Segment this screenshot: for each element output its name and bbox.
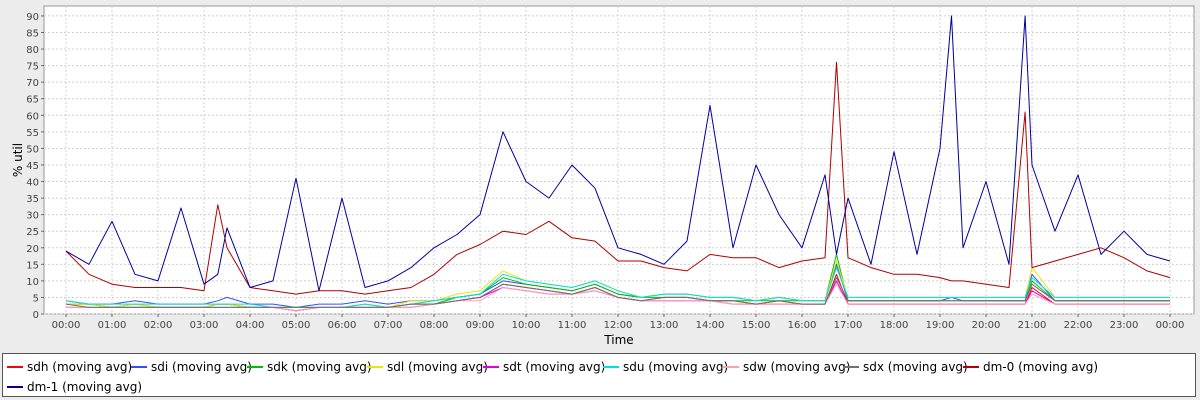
legend-label: sdx (moving avg) bbox=[863, 360, 968, 374]
y-tick-label: 0 bbox=[33, 310, 39, 321]
x-axis-label: Time bbox=[603, 333, 633, 347]
legend-item-dm-0: dm-0 (moving avg) bbox=[963, 359, 1098, 375]
x-tick-label: 00:00 bbox=[1156, 320, 1185, 331]
x-tick-label: 00:00 bbox=[52, 320, 81, 331]
y-tick-label: 15 bbox=[26, 260, 39, 271]
x-tick-label: 09:00 bbox=[466, 320, 495, 331]
x-tick-label: 16:00 bbox=[788, 320, 817, 331]
y-tick-label: 70 bbox=[26, 78, 39, 89]
series-layer bbox=[65, 15, 1171, 312]
legend-label: sdi (moving avg) bbox=[151, 360, 252, 374]
legend-label: dm-0 (moving avg) bbox=[983, 360, 1099, 374]
x-tick-label: 13:00 bbox=[650, 320, 679, 331]
legend-item-sdt: sdt (moving avg) bbox=[483, 359, 605, 375]
legend-label: sdl (moving avg) bbox=[387, 360, 488, 374]
x-axis: 00:00 01:00 02:00 03:00 04:00 05:00 06:00 07:00… bbox=[52, 314, 1185, 331]
y-tick-label: 85 bbox=[26, 28, 39, 39]
legend-swatch bbox=[7, 365, 23, 368]
x-tick-label: 11:00 bbox=[558, 320, 587, 331]
x-tick-label: 04:00 bbox=[236, 320, 265, 331]
legend-label: sdw (moving avg) bbox=[743, 360, 851, 374]
legend-item-sdw: sdw (moving avg) bbox=[723, 359, 850, 375]
x-tick-label: 10:00 bbox=[512, 320, 541, 331]
x-tick-label: 06:00 bbox=[328, 320, 357, 331]
y-tick-label: 40 bbox=[26, 178, 39, 189]
plot-area bbox=[43, 5, 1195, 315]
x-tick-label: 08:00 bbox=[420, 320, 449, 331]
x-tick-label: 15:00 bbox=[742, 320, 771, 331]
series-line-sdx bbox=[65, 277, 1170, 308]
y-tick-label: 80 bbox=[26, 45, 39, 56]
legend-swatch bbox=[603, 365, 619, 368]
x-tick-label: 05:00 bbox=[282, 320, 311, 331]
legend-swatch bbox=[483, 365, 499, 368]
y-tick-label: 25 bbox=[26, 227, 39, 238]
series-line-dm-0 bbox=[65, 61, 1171, 295]
y-tick-label: 55 bbox=[26, 128, 39, 139]
x-tick-label: 23:00 bbox=[1110, 320, 1139, 331]
legend-swatch bbox=[963, 365, 979, 368]
y-axis-label: % util bbox=[11, 143, 25, 177]
legend-label: sdu (moving avg) bbox=[623, 360, 729, 374]
y-tick-label: 45 bbox=[26, 161, 39, 172]
legend-label: sdk (moving avg) bbox=[267, 360, 372, 374]
x-tick-label: 03:00 bbox=[190, 320, 219, 331]
x-tick-label: 19:00 bbox=[926, 320, 955, 331]
legend-label: sdh (moving avg) bbox=[27, 360, 133, 374]
x-tick-label: 17:00 bbox=[834, 320, 863, 331]
legend-swatch bbox=[843, 365, 859, 368]
y-tick-label: 65 bbox=[26, 95, 39, 106]
x-tick-label: 07:00 bbox=[374, 320, 403, 331]
legend-swatch bbox=[723, 365, 739, 368]
legend-swatch bbox=[247, 365, 263, 368]
line-chart: 0 5 10 15 20 25 30 35 40 45 50 55 60 65 70 75 80 85 90 00:… bbox=[11, 5, 1195, 347]
legend-swatch bbox=[367, 365, 383, 368]
legend-swatch bbox=[7, 385, 23, 388]
legend-label: sdt (moving avg) bbox=[503, 360, 606, 374]
y-tick-label: 75 bbox=[26, 62, 39, 73]
legend-item-sdu: sdu (moving avg) bbox=[603, 359, 728, 375]
legend-item-dm-1: dm-1 (moving avg) bbox=[7, 379, 142, 395]
y-tick-label: 90 bbox=[26, 12, 39, 23]
y-tick-label: 20 bbox=[26, 244, 39, 255]
series-line-sdu bbox=[65, 267, 1170, 308]
legend-item-sdl: sdl (moving avg) bbox=[367, 359, 488, 375]
x-tick-label: 20:00 bbox=[972, 320, 1001, 331]
x-tick-label: 21:00 bbox=[1018, 320, 1047, 331]
y-tick-label: 5 bbox=[33, 293, 39, 304]
legend: sdh (moving avg) sdi (moving avg) sdk (mov… bbox=[2, 353, 1196, 397]
x-tick-label: 18:00 bbox=[880, 320, 909, 331]
legend-item-sdk: sdk (moving avg) bbox=[247, 359, 372, 375]
legend-label: dm-1 (moving avg) bbox=[27, 380, 143, 394]
x-tick-label: 22:00 bbox=[1064, 320, 1093, 331]
series-line-dm-1 bbox=[65, 15, 1171, 292]
legend-swatch bbox=[131, 365, 147, 368]
y-tick-label: 35 bbox=[26, 194, 39, 205]
legend-item-sdh: sdh (moving avg) bbox=[7, 359, 132, 375]
x-tick-label: 12:00 bbox=[604, 320, 633, 331]
y-tick-label: 50 bbox=[26, 144, 39, 155]
y-tick-label: 30 bbox=[26, 211, 39, 222]
y-axis: 0 5 10 15 20 25 30 35 40 45 50 55 60 65 70 75 80 85 90 bbox=[26, 12, 44, 321]
y-tick-label: 60 bbox=[26, 111, 39, 122]
x-tick-label: 14:00 bbox=[696, 320, 725, 331]
legend-item-sdx: sdx (moving avg) bbox=[843, 359, 968, 375]
legend-item-sdi: sdi (moving avg) bbox=[131, 359, 252, 375]
x-tick-label: 01:00 bbox=[98, 320, 127, 331]
x-tick-label: 02:00 bbox=[144, 320, 173, 331]
y-tick-label: 10 bbox=[26, 277, 39, 288]
